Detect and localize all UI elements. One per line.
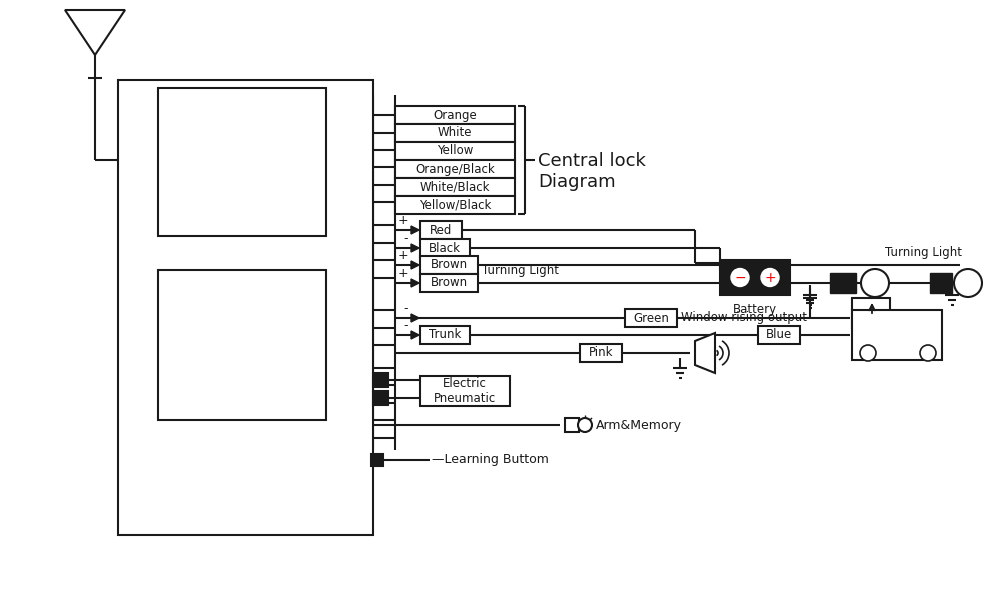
Bar [420,256,478,274]
Bar [158,270,326,420]
Text: −: − [734,271,746,284]
Bar [395,178,515,196]
Text: Orange: Orange [433,109,477,122]
Text: White: White [438,126,472,139]
Text: Turning Light: Turning Light [482,264,559,277]
Bar [371,454,383,466]
Bar [420,326,470,344]
Circle shape [860,345,876,361]
Bar [625,309,677,327]
Circle shape [954,269,982,297]
Text: Orange/Black: Orange/Black [415,163,495,176]
Text: +: + [397,249,408,262]
Text: Yellow/Black: Yellow/Black [419,199,491,212]
Bar [158,88,326,236]
Polygon shape [411,314,419,322]
Polygon shape [65,10,125,55]
Polygon shape [411,331,419,339]
Bar [565,418,579,432]
Bar [720,260,790,295]
Circle shape [920,345,936,361]
Bar [580,344,622,362]
Bar [420,239,470,257]
Circle shape [578,418,592,432]
Bar [830,273,856,293]
Bar [852,310,942,360]
Text: Blue: Blue [766,329,792,342]
Circle shape [861,269,889,297]
Bar [373,373,388,387]
Text: White/Black: White/Black [420,180,490,193]
Bar [395,142,515,160]
Polygon shape [411,226,419,234]
Bar [373,391,388,405]
Text: +: + [397,214,408,227]
Bar [930,273,952,293]
Text: Arm&Memory: Arm&Memory [596,418,682,431]
Text: Electric
Pneumatic: Electric Pneumatic [434,377,496,405]
Text: Black: Black [429,242,461,255]
Bar [395,160,515,178]
Bar [420,274,478,292]
Text: Red: Red [430,223,452,236]
Bar [852,298,890,328]
Text: Brown: Brown [430,277,468,290]
Bar [758,326,800,344]
Text: Pink: Pink [589,346,613,359]
Text: Brown: Brown [430,258,468,271]
Bar [395,196,515,214]
Circle shape [761,268,779,287]
Text: Battery: Battery [733,303,777,316]
Text: Green: Green [633,311,669,324]
Text: +: + [397,267,408,280]
Text: -: - [404,232,408,245]
Text: +: + [764,271,776,284]
Circle shape [731,268,749,287]
Text: -: - [404,319,408,332]
Polygon shape [411,244,419,252]
Text: Turning Light: Turning Light [885,246,962,259]
Bar [420,221,462,239]
Text: Yellow: Yellow [437,145,473,157]
Polygon shape [695,333,715,373]
Text: Central lock
Diagram: Central lock Diagram [538,152,646,191]
Bar [118,80,373,535]
Bar [395,124,515,142]
Bar [395,106,515,124]
Text: —Learning Buttom: —Learning Buttom [432,453,549,466]
Text: Window rising output: Window rising output [681,310,807,323]
Polygon shape [411,261,419,269]
Text: -: - [404,302,408,315]
Bar [420,376,510,406]
Polygon shape [411,279,419,287]
Text: Trunk: Trunk [429,329,461,342]
